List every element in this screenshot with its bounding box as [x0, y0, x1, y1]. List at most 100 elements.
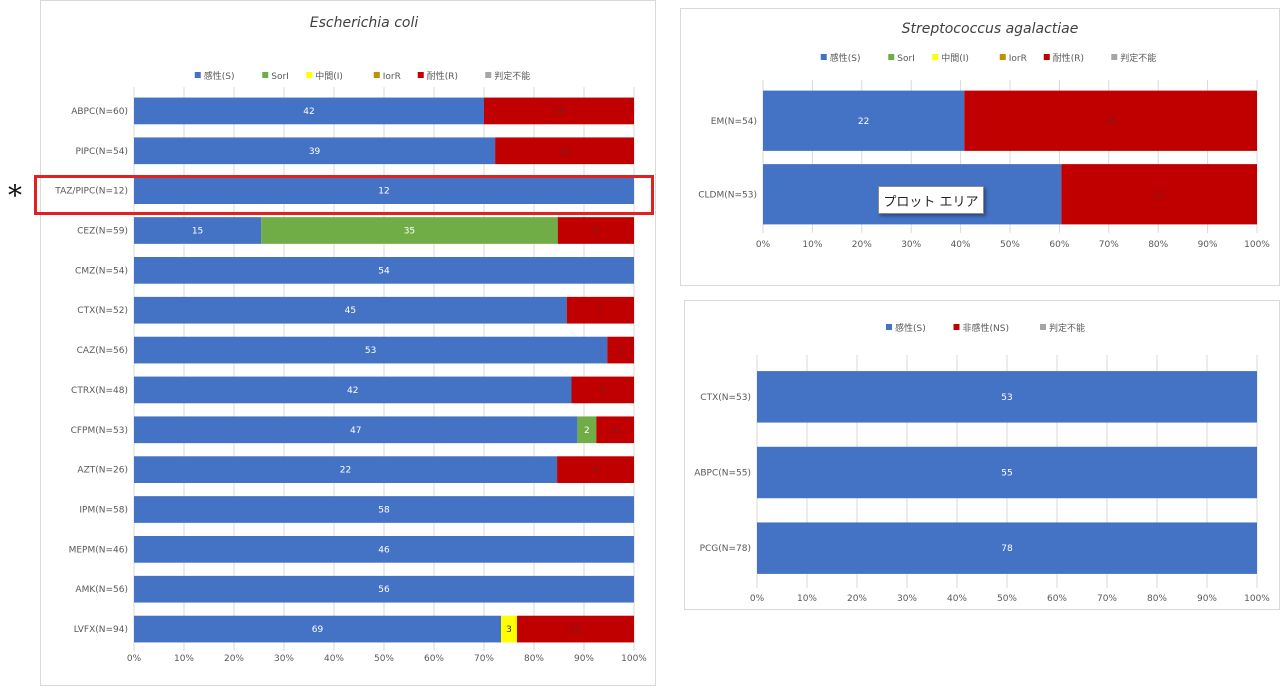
- legend-label: 中間(I): [941, 52, 969, 64]
- category-label: EM(N=54): [711, 117, 757, 127]
- x-tick-label: 90%: [1198, 240, 1218, 250]
- bar-segment: [757, 522, 1257, 574]
- x-tick-label: 20%: [852, 240, 872, 250]
- category-label: CTRX(N=48): [71, 386, 128, 396]
- legend-label: 感性(S): [895, 322, 926, 334]
- data-label: 3: [506, 625, 512, 635]
- legend-label: SorI: [271, 72, 289, 82]
- bar-segment: [134, 336, 608, 364]
- x-tick-label: 30%: [274, 654, 294, 664]
- data-label: 21: [1153, 190, 1164, 200]
- legend: 感性(S) SorI 中間(I) IorR 耐性(R) 判定不能: [820, 52, 1156, 64]
- bar-segment: [134, 615, 502, 643]
- legend-swatch: [1040, 324, 1046, 330]
- x-tick-label: 80%: [1148, 240, 1168, 250]
- x-tick-label: 50%: [374, 654, 394, 664]
- data-label: 18: [553, 107, 565, 117]
- x-tick-label: 70%: [474, 654, 494, 664]
- data-label: 15: [192, 227, 203, 237]
- x-tick-label: 40%: [324, 654, 344, 664]
- bar-segment: [501, 615, 517, 643]
- data-label: 54: [378, 266, 390, 276]
- category-label: PIPC(N=54): [75, 147, 128, 157]
- bar-segment: [134, 257, 634, 284]
- category-label: CTX(N=52): [77, 306, 128, 316]
- legend-label: 感性(S): [204, 70, 235, 82]
- bar-segment: [1061, 164, 1257, 225]
- legend-label: 耐性(R): [427, 70, 458, 82]
- category-label: PCG(N=78): [700, 544, 751, 554]
- legend-swatch: [820, 54, 827, 60]
- x-tick-label: 80%: [524, 654, 544, 664]
- bar-segment: [577, 416, 597, 444]
- legend-label: 判定不能: [1049, 322, 1085, 334]
- category-label: ABPC(N=55): [694, 469, 751, 479]
- x-tick-label: 100%: [1244, 240, 1270, 250]
- category-label: CEZ(N=59): [77, 227, 128, 237]
- data-label: 47: [350, 426, 361, 436]
- bar-segment: [763, 90, 965, 151]
- x-tick-label: 50%: [997, 594, 1017, 604]
- legend-swatch: [953, 324, 960, 330]
- category-label: AMK(N=56): [75, 585, 128, 595]
- x-tick-label: 70%: [1097, 594, 1117, 604]
- bar-segment: [757, 446, 1257, 499]
- legend-swatch: [306, 72, 313, 78]
- x-tick-label: 10%: [797, 594, 817, 604]
- data-label: 22: [340, 466, 351, 476]
- bar-segment: [134, 575, 634, 603]
- data-label: 69: [312, 625, 324, 635]
- bar-segment: [484, 97, 634, 125]
- bar-segment: [571, 376, 634, 404]
- bar-segment: [495, 137, 634, 165]
- category-label: AZT(N=26): [77, 466, 128, 476]
- data-label: 42: [303, 107, 314, 117]
- data-label: 53: [365, 346, 376, 356]
- x-tick-label: 50%: [1000, 240, 1020, 250]
- category-label: LVFX(N=94): [74, 625, 128, 635]
- chart-panel-ecoli: Escherichia coli 感性(S) SorI 中間(I) IorR 耐性(R) 判…: [40, 0, 656, 686]
- legend-label: IorR: [383, 72, 401, 82]
- bar-segment: [134, 97, 484, 125]
- data-label: 2: [584, 426, 590, 436]
- legend-label: 耐性(R): [1053, 52, 1084, 64]
- x-tick-label: 60%: [1047, 594, 1067, 604]
- bar-segment: [134, 456, 558, 483]
- x-tick-label: 60%: [1049, 240, 1069, 250]
- chart-panel-third: 感性(S) 非感性(NS) 判定不能 CTX(N=53) 53 ABPC(N=55) 55 P…: [684, 300, 1280, 610]
- x-tick-label: 90%: [1197, 594, 1217, 604]
- x-tick-label: 80%: [1147, 594, 1167, 604]
- bar-segment: [134, 416, 578, 444]
- legend-swatch: [932, 54, 939, 60]
- bar-segment: [607, 336, 634, 364]
- bar-segment: [261, 217, 558, 244]
- legend-swatch: [194, 72, 201, 78]
- x-tick-label: 0%: [750, 594, 765, 604]
- data-label: 56: [378, 585, 390, 595]
- x-tick-label: 0%: [127, 654, 142, 664]
- category-label: MEPM(N=46): [69, 545, 128, 555]
- legend-swatch: [888, 54, 895, 60]
- bar-segment: [134, 177, 634, 204]
- x-tick-label: 70%: [1099, 240, 1119, 250]
- category-label: CMZ(N=54): [75, 266, 128, 276]
- data-label: 3: [618, 346, 624, 356]
- legend-swatch: [373, 72, 380, 78]
- data-label: 78: [1001, 544, 1013, 554]
- data-label: 15: [559, 147, 570, 157]
- category-label: CTX(N=53): [700, 393, 751, 403]
- x-tick-label: 100%: [1244, 594, 1270, 604]
- bar-segment: [964, 90, 1257, 151]
- category-label: TAZ/PIPC(N=12): [54, 187, 128, 197]
- legend-label: IorR: [1009, 54, 1027, 64]
- category-label: IPM(N=58): [79, 506, 128, 516]
- data-label: 42: [347, 386, 358, 396]
- data-label: 53: [1001, 393, 1012, 403]
- bar-segment: [134, 217, 262, 244]
- asterisk-mark: *: [8, 179, 22, 212]
- chart-strep: Streptococcus agalactiae 感性(S) SorI 中間(I) Io…: [698, 21, 1270, 250]
- data-label: 32: [1105, 117, 1116, 127]
- x-tick-label: 40%: [951, 240, 971, 250]
- chart-panel-strep: Streptococcus agalactiae 感性(S) SorI 中間(I) Io…: [680, 8, 1280, 286]
- bar-segment: [557, 456, 634, 483]
